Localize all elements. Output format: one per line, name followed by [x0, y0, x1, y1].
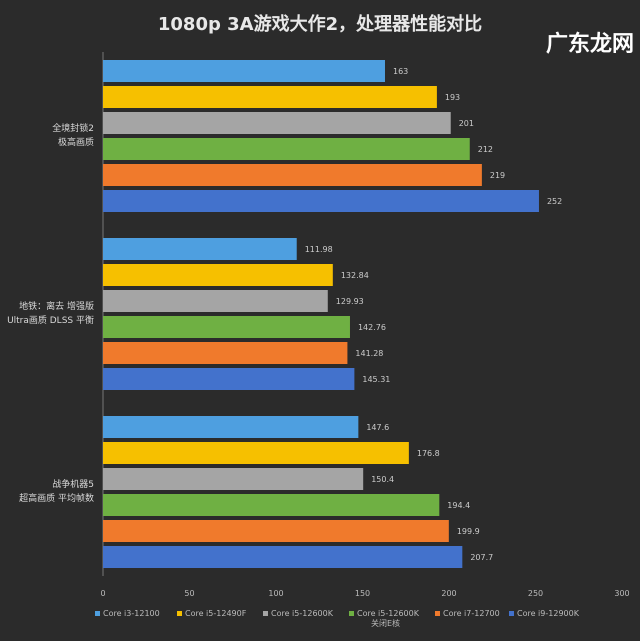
legend-sublabel: 关闭E核: [371, 619, 401, 628]
bar: [103, 112, 451, 134]
legend-label: Core i5-12490F: [185, 609, 247, 618]
bar: [103, 468, 364, 490]
data-label: 252: [547, 197, 562, 206]
legend-item: Core i5-12490F: [177, 609, 246, 618]
bar: [103, 442, 409, 464]
data-label: 176.8: [417, 449, 440, 458]
legend-item: Core i9-12900K: [509, 609, 579, 618]
bar: [103, 546, 463, 568]
legend-label: Core i7-12700: [443, 609, 500, 618]
legend-swatch: [435, 611, 440, 616]
data-label: 212: [478, 145, 493, 154]
data-label: 145.31: [362, 375, 390, 384]
data-label: 111.98: [305, 245, 333, 254]
data-label: 201: [459, 119, 474, 128]
legend-item: Core i5-12600K 关闭E核: [349, 609, 419, 629]
data-label: 150.4: [371, 475, 394, 484]
data-label: 207.7: [470, 553, 493, 562]
watermark: 广东龙网: [545, 32, 634, 57]
legend-label: Core i3-12100: [103, 609, 160, 618]
legend-swatch: [263, 611, 268, 616]
bar: [103, 138, 470, 160]
legend-label: Core i5-12600K: [271, 609, 333, 618]
legend-item: Core i3-12100: [95, 609, 160, 618]
bar: [103, 264, 333, 286]
bar: [103, 60, 385, 82]
legend-item: Core i5-12600K: [263, 609, 333, 618]
legend-swatch: [349, 611, 354, 616]
data-label: 132.84: [341, 271, 369, 280]
legend-swatch: [509, 611, 514, 616]
bar: [103, 368, 355, 390]
data-label: 147.6: [366, 423, 389, 432]
bar: [103, 316, 350, 338]
data-label: 194.4: [447, 501, 470, 510]
x-tick-label: 300: [614, 589, 629, 598]
bar: [103, 164, 482, 186]
x-tick-label: 150: [355, 589, 370, 598]
bar: [103, 494, 440, 516]
data-label: 129.93: [336, 297, 364, 306]
data-label: 163: [393, 67, 408, 76]
legend-item: Core i7-12700: [435, 609, 500, 618]
x-tick-label: 0: [100, 589, 105, 598]
x-tick-label: 250: [528, 589, 543, 598]
legend-label: Core i9-12900K: [517, 609, 579, 618]
x-tick-label: 200: [441, 589, 456, 598]
bar: [103, 342, 348, 364]
category-label-2: 战争机器5 超高画质 平均帧数: [19, 478, 94, 506]
data-label: 199.9: [457, 527, 480, 536]
chart-title: 1080p 3A游戏大作2，处理器性能对比: [157, 14, 483, 35]
category-text: 战争机器5 超高画质 平均帧数: [19, 480, 94, 504]
category-text: 地铁：离去 增强版 Ultra画质 DLSS 平衡: [7, 302, 94, 326]
bar: [103, 190, 539, 212]
legend-label: Core i5-12600K: [357, 609, 419, 618]
data-label: 142.76: [358, 323, 386, 332]
legend-swatch: [95, 611, 100, 616]
bar: [103, 416, 359, 438]
bar: [103, 290, 328, 312]
bar: [103, 520, 449, 542]
category-text: 全境封锁2 极高画质: [52, 124, 94, 148]
data-label: 141.28: [355, 349, 383, 358]
x-tick-label: 100: [268, 589, 283, 598]
data-label: 219: [490, 171, 505, 180]
bar: [103, 238, 297, 260]
legend-swatch: [177, 611, 182, 616]
data-label: 193: [445, 93, 460, 102]
x-tick-label: 50: [184, 589, 194, 598]
category-label-1: 地铁：离去 增强版 Ultra画质 DLSS 平衡: [7, 300, 94, 328]
category-label-0: 全境封锁2 极高画质: [52, 122, 94, 150]
bar: [103, 86, 437, 108]
